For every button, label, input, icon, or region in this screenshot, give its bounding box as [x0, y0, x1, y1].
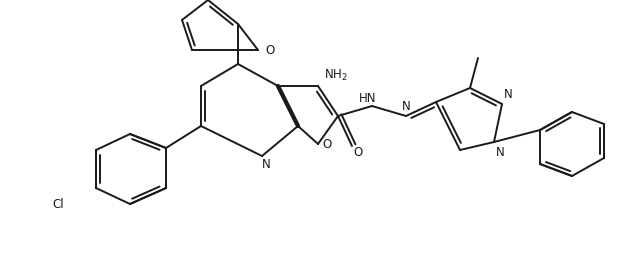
Text: N: N — [503, 88, 512, 101]
Text: N: N — [262, 157, 270, 170]
Text: N: N — [402, 100, 410, 113]
Text: O: O — [322, 138, 332, 151]
Text: N: N — [495, 146, 505, 159]
Text: Cl: Cl — [52, 198, 64, 211]
Text: O: O — [265, 44, 275, 57]
Text: NH$_2$: NH$_2$ — [324, 67, 348, 82]
Text: O: O — [353, 146, 363, 159]
Text: HN: HN — [359, 91, 377, 104]
